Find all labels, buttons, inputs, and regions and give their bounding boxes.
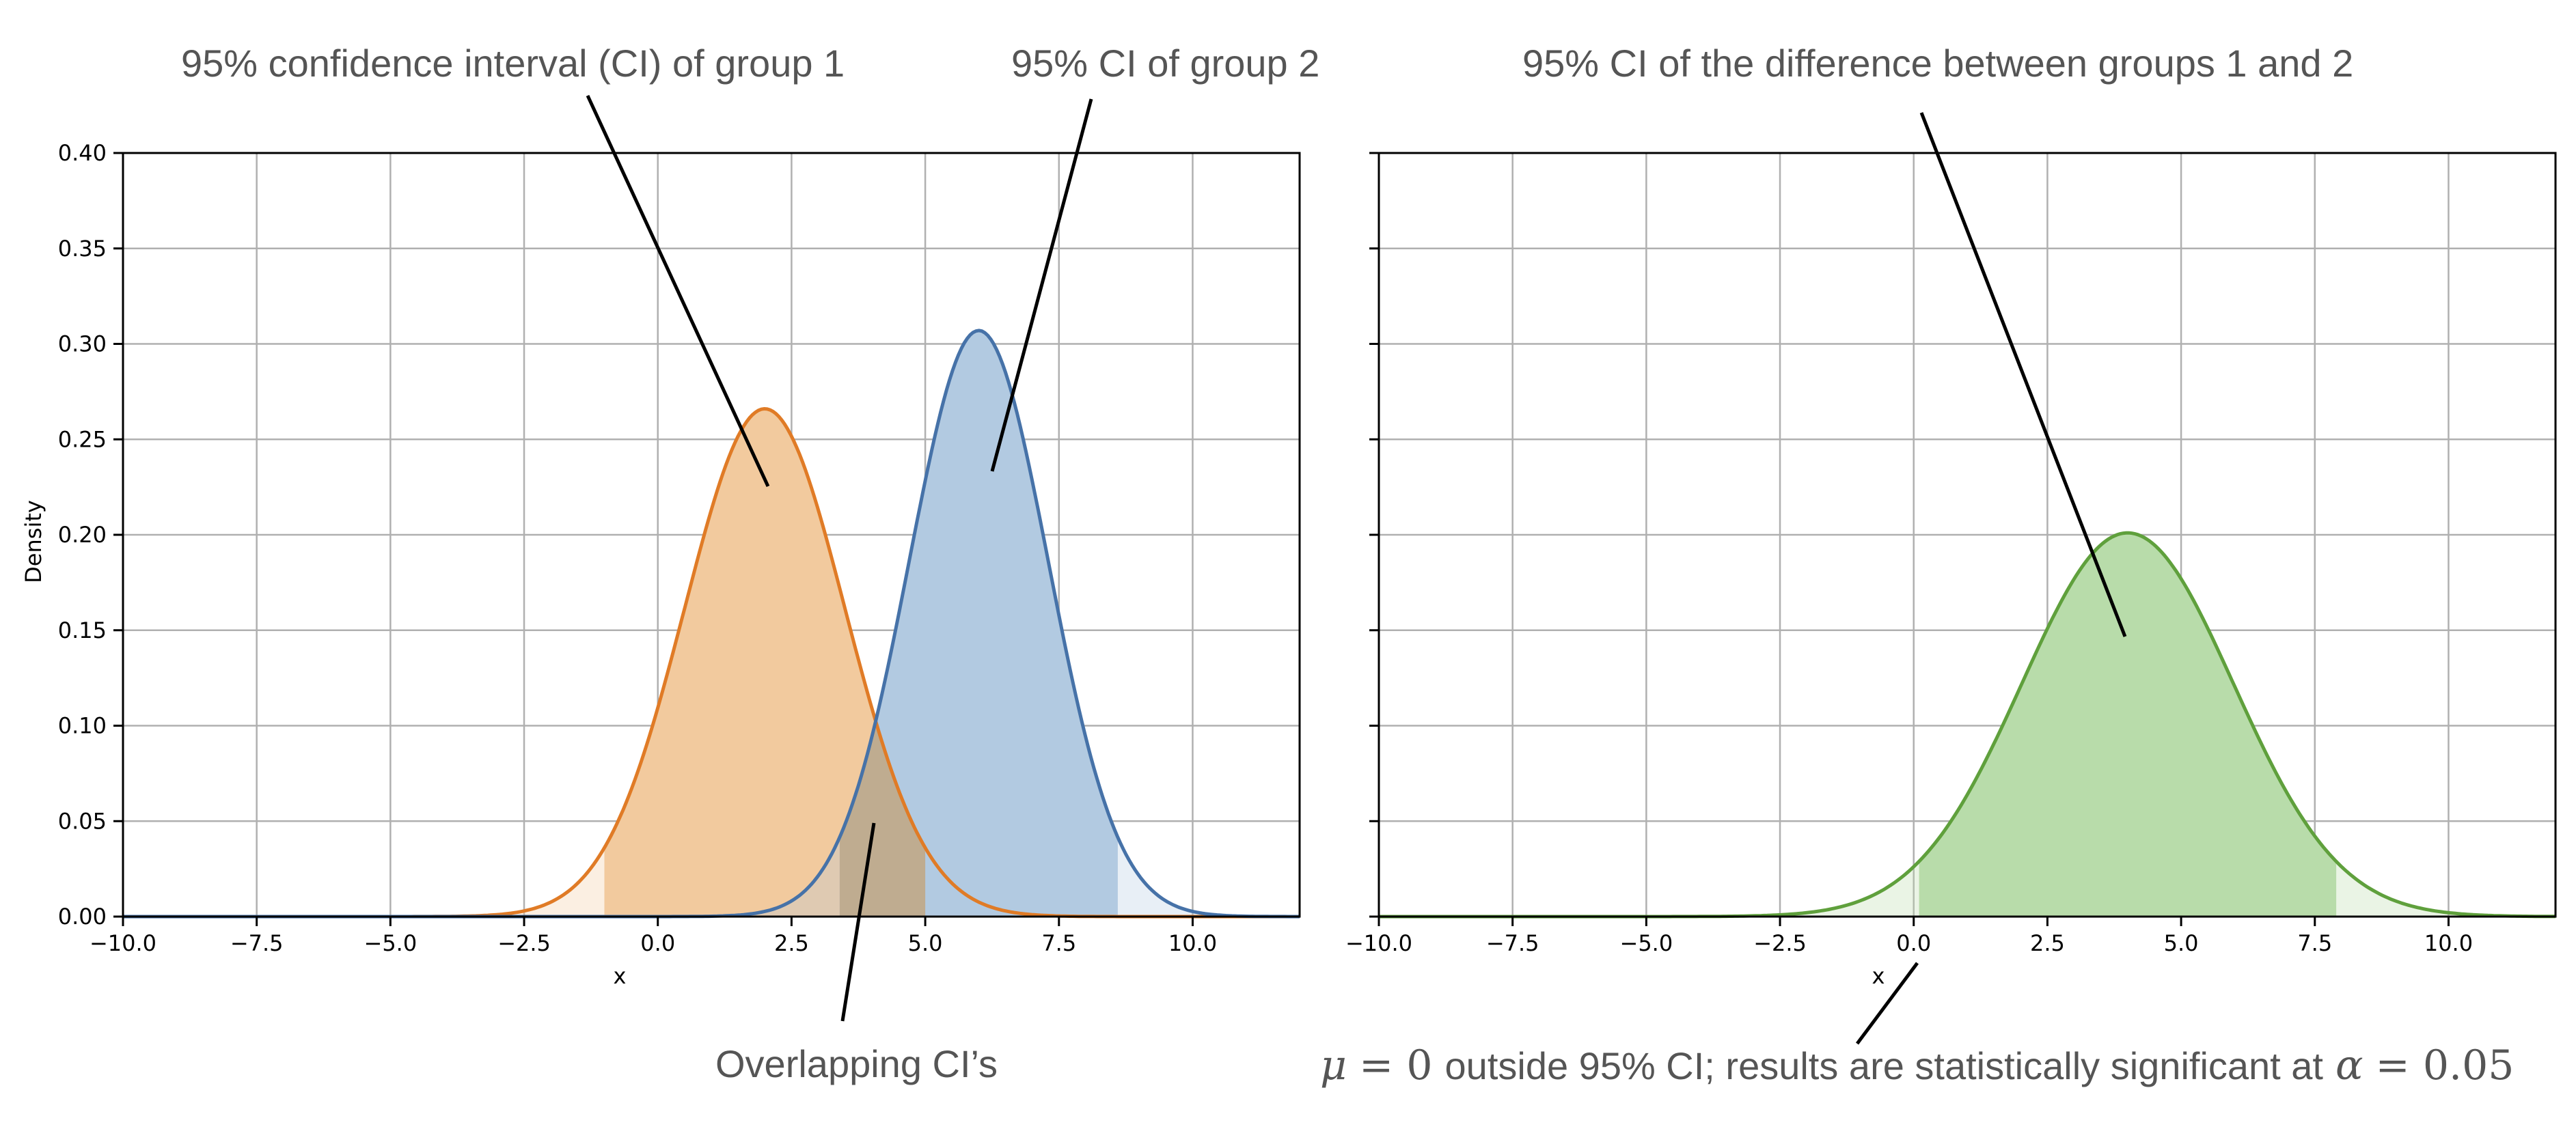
y-tick-label: 0.15 [58,617,107,643]
x-axis-label: x [1872,963,1885,989]
group2-annotation-arrow [990,98,1093,472]
x-tick-label: −2.5 [497,930,551,956]
y-tick-label: 0.25 [58,426,107,452]
x-tick-label: 2.5 [2030,930,2065,956]
x-tick-label: 7.5 [1041,930,1076,956]
x-tick-label: −7.5 [230,930,284,956]
y-tick-label: 0.00 [58,904,107,930]
overlap-annotation-arrow [840,822,876,1022]
right-plot-panel: −10.0 −7.5 −5.0 −2.5 0.0 2.5 5.0 7.5 10.0 x [1345,152,2557,989]
left-plot-panel: −10.0 −7.5 −5.0 −2.5 0.0 2.5 5.0 7.5 10.0 0.00 0.0… [20,140,1301,989]
x-tick-label: 0.0 [1896,930,1931,956]
significance-text: outside 95% CI; results are statisticall… [1445,1044,2324,1087]
diff-ci-annotation: 95% CI of the difference between groups … [1522,42,2353,85]
x-tick-label: 5.0 [908,930,943,956]
x-tick-label: −5.0 [1620,930,1673,956]
x-tick-label: −10.0 [1345,930,1412,956]
mu-symbol: μ [1320,1042,1347,1089]
y-tick-label: 0.05 [58,808,107,834]
y-tick-label: 0.35 [58,236,107,262]
x-tick-label: 2.5 [774,930,809,956]
group2-ci-area [839,330,1118,917]
x-tick-label: −5.0 [364,930,417,956]
group2-ci-annotation: 95% CI of group 2 [1011,42,1319,85]
y-tick-label: 0.10 [58,713,107,739]
overlap-annotation: Overlapping CI’s [715,1042,998,1085]
y-tick-label: 0.40 [58,140,107,166]
diff-annotation-arrow [1919,112,2127,637]
x-tick-label: 7.5 [2297,930,2332,956]
alpha-equals: = 0.05 [2376,1042,2515,1089]
y-axis-label: Density [20,500,46,583]
alpha-symbol: α [2335,1042,2363,1089]
mu-equals: = 0 [1359,1042,1433,1089]
x-axis-label: x [614,963,627,989]
group1-annotation-arrow [586,94,770,488]
difference-ci-area [1919,533,2337,917]
y-tick-label: 0.20 [58,522,107,548]
group1-ci-area [604,408,926,917]
x-tick-label: 10.0 [1168,930,1217,956]
x-tick-label: −2.5 [1753,930,1807,956]
x-tick-label: 0.0 [640,930,675,956]
significance-annotation-arrow [1855,962,1919,1045]
y-tick-label: 0.30 [58,331,107,357]
x-tick-label: 10.0 [2424,930,2473,956]
x-tick-label: 5.0 [2164,930,2199,956]
group1-ci-annotation: 95% confidence interval (CI) of group 1 [181,42,845,85]
overlap-ci-area [839,721,926,917]
x-tick-label: −10.0 [90,930,156,956]
significance-annotation: μ = 0 outside 95% CI; results are statis… [1320,1042,2514,1089]
x-tick-label: −7.5 [1486,930,1539,956]
